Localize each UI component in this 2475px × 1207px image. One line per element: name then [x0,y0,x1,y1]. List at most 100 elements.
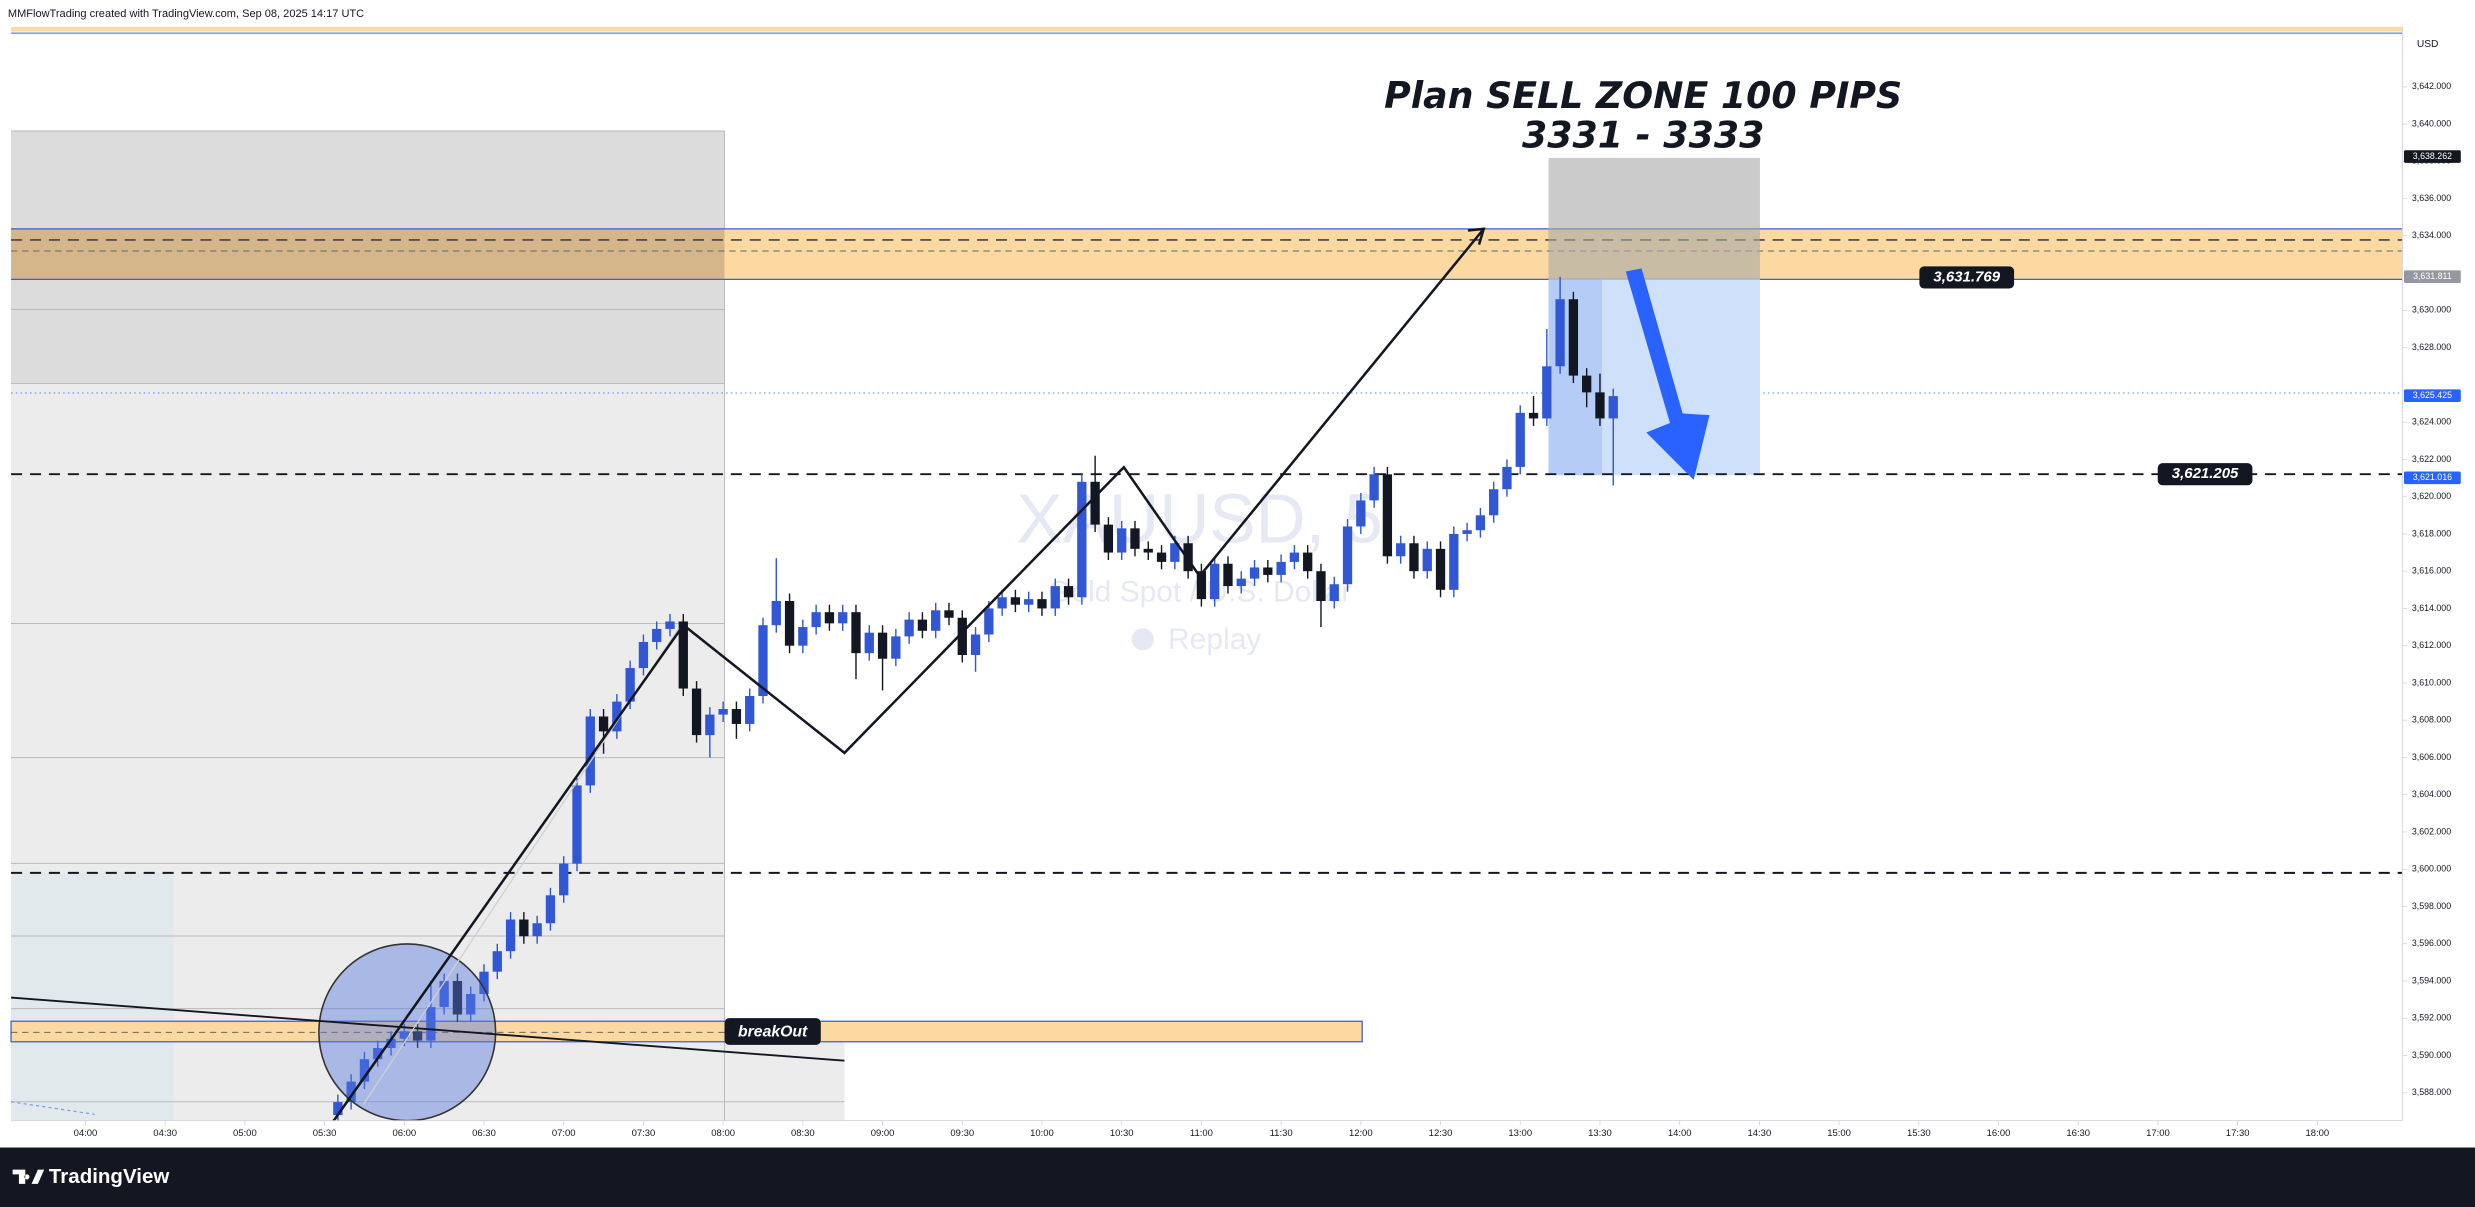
range-lines [11,130,845,1121]
candles [333,276,1618,1123]
brand: TradingView [49,1165,169,1188]
candle-body [1077,481,1087,598]
candle-body [426,1007,436,1041]
candle-body [1342,526,1353,585]
x-tick-label: 05:00 [233,1128,257,1139]
candle-body [519,919,529,937]
y-tick-label: 3,640.000 [2412,118,2451,128]
candle-body [1382,474,1393,557]
candle-body [1475,515,1486,531]
brand-logo [12,1169,45,1184]
price-badge-label: 3,625.425 [2413,390,2452,400]
y-tick-label: 3,620.000 [2412,491,2451,501]
candle-body [944,610,954,618]
x-tick-label: 16:00 [1987,1128,2011,1139]
sell-zone-overlap [11,228,725,280]
y-tick-label: 3,616.000 [2412,566,2451,576]
candle-body [851,612,861,654]
candle-body [877,632,888,659]
watermark-mode: Replay [1168,623,1261,656]
candle-body [705,714,715,736]
candle-body [638,641,649,669]
trend-line-dotted [10,1101,95,1116]
price-badge-label: 3,631.811 [2413,271,2452,281]
candle-body [718,709,728,715]
candle-body [1422,548,1432,572]
currency: USD [2417,39,2439,50]
y-tick-label: 3,622.000 [2412,454,2451,464]
y-tick-label: 3,598.000 [2412,901,2451,911]
candle-body [479,971,489,995]
x-tick-label: 11:30 [1270,1128,1293,1139]
candle-body [1608,396,1618,419]
candle-body [346,1081,356,1103]
x-tick-label: 15:00 [1827,1128,1851,1139]
candle-body [1249,567,1260,579]
candle-body [1582,375,1592,393]
gray-range-small [724,1041,845,1121]
x-tick-label: 09:00 [871,1128,895,1139]
price-axis [2402,0,2475,1148]
candle-body [1515,412,1525,467]
y-tick-label: 3,594.000 [2412,975,2451,985]
candle-body [1090,481,1100,525]
y-tick-label: 3,604.000 [2412,789,2451,799]
x-tick-label: 10:30 [1110,1128,1134,1139]
x-tick-label: 15:30 [1907,1128,1931,1139]
y-tick-label: 3,614.000 [2412,603,2451,613]
x-tick-label: 05:30 [313,1128,337,1139]
x-tick-label: 08:00 [711,1128,735,1139]
candle-body [505,919,516,952]
price-badge [2403,471,2461,485]
x-tick-label: 10:00 [1030,1128,1054,1139]
y-tick-label: 3,628.000 [2412,342,2451,352]
candle-body [1024,599,1034,605]
candle-body [1555,299,1565,367]
candle-body [1502,466,1512,490]
candle-body [1329,584,1339,601]
x-tick-label: 06:30 [472,1128,496,1139]
candle-body [1528,412,1539,419]
candle-body [1316,571,1326,601]
candle-body [1449,533,1459,590]
y-tick-label: 3,588.000 [2412,1087,2451,1097]
candle-body [891,636,901,659]
axes: 3,588.000 3,590.000 3,592.000 3,594.000 3,59… [74,81,2461,1139]
y-tick-label: 3,608.000 [2412,715,2451,725]
plan-title: Plan SELL ZONE 100 PIPS [1384,74,1902,117]
time-axis [0,1120,2475,1148]
candle-body [1117,528,1127,553]
x-tick-label: 13:30 [1588,1128,1612,1139]
y-tick-label: 3,610.000 [2412,677,2451,687]
candle-body [612,701,622,732]
x-tick-label: 04:00 [74,1128,98,1139]
y-tick-label: 3,606.000 [2412,752,2451,762]
candle-body [957,617,967,656]
watermark-symbol: XAUUSD, 5 [1016,479,1383,557]
y-tick-label: 3,602.000 [2412,826,2451,836]
y-tick-label: 3,612.000 [2412,640,2451,650]
candle-body [1010,597,1021,605]
top-zone [11,26,2403,32]
position-stop [1548,157,1760,280]
candle-body [1396,543,1406,557]
candle-body [798,627,808,646]
x-tick-label: 08:30 [791,1128,815,1139]
breakout-label-box [724,1018,821,1045]
x-tick-label: 11:00 [1190,1128,1213,1139]
candle-body [838,612,848,624]
candle-body [1143,548,1153,553]
y-tick-label: 3,590.000 [2412,1050,2451,1060]
candle-body [1369,474,1379,501]
price-badge-label: 3,638.262 [2413,151,2452,161]
candle-body [1183,543,1193,572]
candle-body [758,625,768,696]
breakout-label: breakOut [738,1023,808,1040]
y-tick-label: 3,618.000 [2412,528,2451,538]
price-label: 3,621.205 [2172,465,2239,482]
candle-body [1236,578,1246,587]
sell-arrow [1625,268,1710,480]
